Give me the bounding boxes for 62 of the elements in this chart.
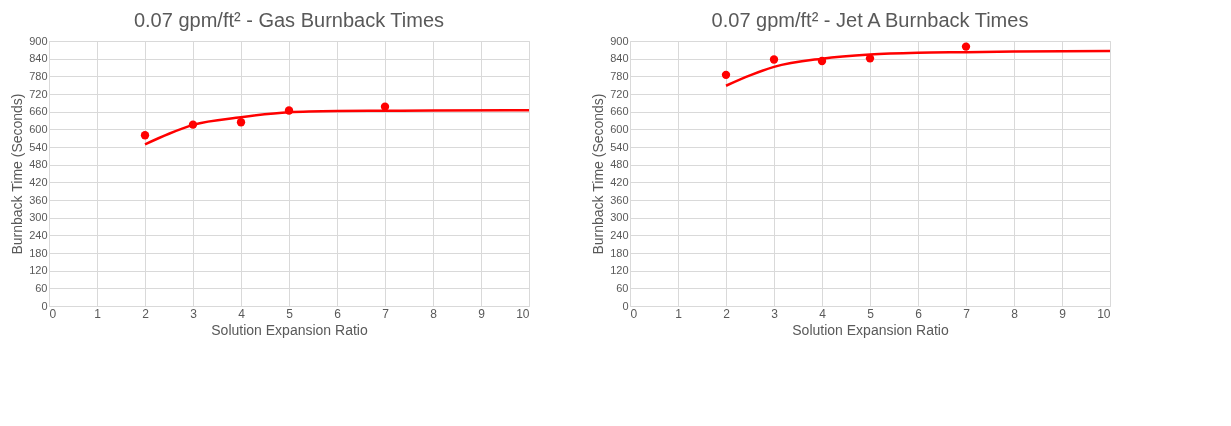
y-tick-label: 600 xyxy=(29,122,48,135)
y-tick-label: 300 xyxy=(29,211,48,224)
x-tick-label: 9 xyxy=(478,306,486,321)
y-tick-label: 660 xyxy=(29,105,48,118)
point xyxy=(140,131,150,140)
y-tick-label: 780 xyxy=(29,69,48,82)
y-tick-label: 480 xyxy=(610,158,629,171)
y-tick-label: 180 xyxy=(610,246,629,259)
y-tick-label: 240 xyxy=(29,228,48,241)
point xyxy=(769,55,779,64)
y-tick-label: 540 xyxy=(610,140,629,153)
y-tick-label: 720 xyxy=(29,87,48,100)
x-tick-label: 6 xyxy=(915,306,923,321)
x-tick-label: 7 xyxy=(382,306,390,321)
point xyxy=(961,42,971,51)
y-axis-title: Burnback Time (Seconds) xyxy=(590,93,607,255)
y-tick-label: 840 xyxy=(29,52,48,65)
x-tick-label: 2 xyxy=(723,306,731,321)
y-tick-label: 420 xyxy=(610,175,629,188)
x-axis-title: Solution Expansion Ratio xyxy=(211,321,368,338)
y-tick-label: 840 xyxy=(610,52,629,65)
x-tick-label: 9 xyxy=(1059,306,1067,321)
y-tick-label: 480 xyxy=(29,158,48,171)
y-tick-label: 600 xyxy=(610,122,629,135)
x-tick-label: 3 xyxy=(190,306,198,321)
point xyxy=(721,70,731,80)
point xyxy=(380,102,390,111)
y-tick-label: 420 xyxy=(29,175,48,188)
y-tick-label: 120 xyxy=(610,264,629,277)
point xyxy=(236,118,246,127)
x-tick-label: 4 xyxy=(238,306,246,321)
y-tick-label: 900 xyxy=(610,34,629,47)
x-tick-label: 1 xyxy=(94,306,102,321)
x-tick-label: 6 xyxy=(334,306,342,321)
y-tick-label: 60 xyxy=(616,281,629,294)
x-tick-label: 8 xyxy=(430,306,438,321)
y-tick-label: 360 xyxy=(29,193,48,206)
y-tick-label: 60 xyxy=(35,281,48,294)
x-tick-label: 5 xyxy=(867,306,875,321)
x-tick-label: 10 xyxy=(516,306,530,321)
chart-title: 0.07 gpm/ft² - Jet A Burnback Times xyxy=(711,9,1029,31)
y-tick-label: 900 xyxy=(29,34,48,47)
x-tick-label: 1 xyxy=(675,306,683,321)
y-tick-label: 120 xyxy=(29,264,48,277)
y-tick-label: 780 xyxy=(610,69,629,82)
y-tick-label: 360 xyxy=(610,193,629,206)
y-tick-label: 300 xyxy=(610,211,629,224)
chart-title: 0.07 gpm/ft² - Gas Burnback Times xyxy=(133,9,445,31)
x-tick-label: 7 xyxy=(963,306,971,321)
y-tick-label: 240 xyxy=(610,228,629,241)
y-tick-label: 540 xyxy=(29,140,48,153)
y-tick-label: 720 xyxy=(610,87,629,100)
y-tick-label: 180 xyxy=(29,246,48,259)
y-tick-label: 660 xyxy=(610,105,629,118)
y-axis-title: Burnback Time (Seconds) xyxy=(9,93,26,255)
x-tick-label: 2 xyxy=(142,306,150,321)
x-tick-label: 10 xyxy=(1097,306,1111,321)
x-axis-title: Solution Expansion Ratio xyxy=(792,321,949,338)
x-tick-label: 8 xyxy=(1011,306,1019,321)
x-tick-label: 5 xyxy=(286,306,294,321)
x-tick-label: 3 xyxy=(771,306,779,321)
x-tick-label: 4 xyxy=(819,306,827,321)
